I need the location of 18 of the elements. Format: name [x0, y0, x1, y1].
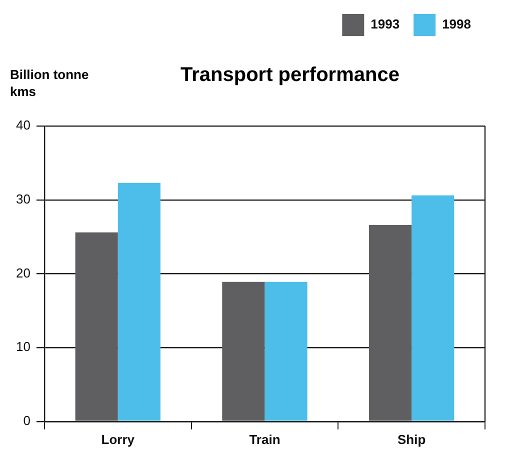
bar: [222, 282, 265, 421]
y-tick-label: 10: [16, 339, 30, 354]
bar: [412, 195, 454, 421]
x-tick-label: Lorry: [101, 432, 136, 447]
y-tick-label: 40: [16, 118, 30, 133]
x-tick-label: Train: [249, 432, 280, 447]
legend-label: 1998: [442, 16, 471, 32]
y-axis-title: Billion tonne kms: [10, 66, 90, 100]
y-tick-label: 30: [16, 191, 30, 206]
bar: [368, 224, 412, 421]
bar: [75, 232, 118, 421]
chart-title: Transport performance: [180, 64, 400, 87]
bar: [264, 282, 308, 421]
y-tick-label: 20: [16, 265, 30, 280]
legend-label: 1993: [370, 16, 400, 32]
y-tick-label: 0: [23, 412, 30, 428]
x-tick-label: Ship: [397, 432, 426, 447]
bar: [118, 182, 160, 421]
